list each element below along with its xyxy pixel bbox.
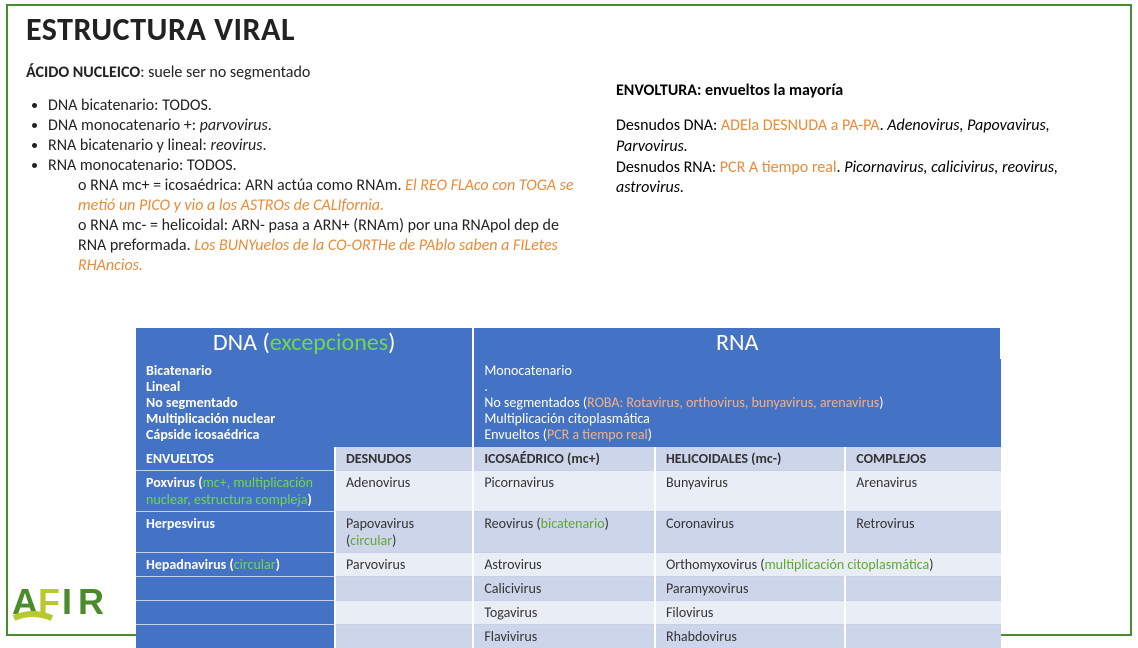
acid-heading: ÁCIDO NUCLEICO: suele ser no segmentado [26, 63, 586, 82]
cell-papovavirus: Papovavirus (circular) [335, 512, 473, 553]
cell-empty [845, 601, 1001, 625]
bullet-dna-bicat: DNA bicatenario: TODOS. [48, 96, 586, 116]
cell-reovirus: Reovirus (bicatenario) [473, 512, 655, 553]
svg-text:R: R [78, 581, 104, 622]
dna-characteristics: Bicatenario Lineal No segmentado Multipl… [136, 359, 473, 447]
cell-empty [335, 625, 473, 648]
cell-bunyavirus: Bunyavirus [655, 471, 845, 512]
cell-filovirus: Filovirus [655, 601, 845, 625]
subheader-row: ENVUELTOS DESNUDOS ICOSAÉDRICO (mc+) HEL… [136, 447, 1001, 471]
cell-flavivirus: Flavivirus [473, 625, 655, 648]
right-column: ENVOLTURA: envueltos la mayoría Desnudos… [616, 63, 1112, 276]
logo-icon: A F I R [12, 572, 132, 628]
col-helicoidales: HELICOIDALES (mc-) [655, 447, 845, 471]
cell-orthomyxovirus: Orthomyxovirus (multiplicación citoplasm… [655, 553, 1001, 577]
cell-picornavirus: Picornavirus [473, 471, 655, 512]
col-icosaedrico: ICOSAÉDRICO (mc+) [473, 447, 655, 471]
slide-content: ESTRUCTURA VIRAL ÁCIDO NUCLEICO: suele s… [26, 10, 1112, 276]
envelope-rna-line: Desnudos RNA: PCR A tiempo real. Picorna… [616, 158, 1112, 200]
cell-empty [136, 601, 335, 625]
cell-herpesvirus: Herpesvirus [136, 512, 335, 553]
cell-calicivirus: Calicivirus [473, 577, 655, 601]
dna-header: DNA (excepciones) [136, 328, 473, 359]
bullet-dna-monocat: DNA monocatenario +: parvovirus. [48, 116, 586, 136]
envelope-heading: ENVOLTURA: envueltos la mayoría [616, 81, 1112, 100]
cell-hepadnavirus: Hepadnavirus (circular) [136, 553, 335, 577]
cell-astrovirus: Astrovirus [473, 553, 655, 577]
left-column: ÁCIDO NUCLEICO: suele ser no segmentado … [26, 63, 586, 276]
acid-heading-bold: ÁCIDO NUCLEICO [26, 63, 140, 82]
col-envueltos: ENVUELTOS [136, 447, 335, 471]
comparison-table: DNA (excepciones) RNA Bicatenario Lineal… [136, 328, 1002, 648]
two-column-layout: ÁCIDO NUCLEICO: suele ser no segmentado … [26, 63, 1112, 276]
sub-rna-mcminus: RNA mc- = helicoidal: ARN- pasa a ARN+ (… [78, 216, 586, 276]
header-row: DNA (excepciones) RNA [136, 328, 1001, 359]
cell-empty [335, 601, 473, 625]
envelope-dna-line: Desnudos DNA: ADEla DESNUDA a PA-PA. Ade… [616, 116, 1112, 158]
rna-header: RNA [473, 328, 1001, 359]
col-complejos: COMPLEJOS [845, 447, 1001, 471]
cell-paramyxovirus: Paramyxovirus [655, 577, 845, 601]
rna-sublist: RNA mc+ = icosaédrica: ARN actúa como RN… [48, 176, 586, 276]
rna-characteristics: Monocatenario . No segmentados (ROBA: Ro… [473, 359, 1001, 447]
table-row: Flavivirus Rhabdovirus [136, 625, 1001, 648]
acid-heading-rest: : suele ser no segmentado [140, 63, 310, 82]
acid-bullet-list: DNA bicatenario: TODOS. DNA monocatenari… [26, 96, 586, 276]
cell-empty [845, 625, 1001, 648]
cell-togavirus: Togavirus [473, 601, 655, 625]
bullet-rna-bicat: RNA bicatenario y lineal: reovirus. [48, 136, 586, 156]
cell-empty [845, 577, 1001, 601]
characteristics-row: Bicatenario Lineal No segmentado Multipl… [136, 359, 1001, 447]
afir-logo: A F I R [12, 572, 132, 628]
table-row: Poxvirus (mc+, multiplicación nuclear, e… [136, 471, 1001, 512]
bullet-rna-monocat: RNA monocatenario: TODOS. RNA mc+ = icos… [48, 156, 586, 276]
cell-coronavirus: Coronavirus [655, 512, 845, 553]
cell-retrovirus: Retrovirus [845, 512, 1001, 553]
svg-text:I: I [62, 581, 72, 622]
table-row: Herpesvirus Papovavirus (circular) Reovi… [136, 512, 1001, 553]
page-title: ESTRUCTURA VIRAL [26, 10, 1112, 49]
cell-empty [136, 625, 335, 648]
cell-empty [136, 577, 335, 601]
cell-parvovirus: Parvovirus [335, 553, 473, 577]
table-row: Togavirus Filovirus [136, 601, 1001, 625]
cell-adenovirus: Adenovirus [335, 471, 473, 512]
sub-rna-mcplus: RNA mc+ = icosaédrica: ARN actúa como RN… [78, 176, 586, 216]
cell-poxvirus: Poxvirus (mc+, multiplicación nuclear, e… [136, 471, 335, 512]
virus-table: DNA (excepciones) RNA Bicatenario Lineal… [136, 328, 1002, 648]
col-desnudos: DESNUDOS [335, 447, 473, 471]
table-row: Hepadnavirus (circular) Parvovirus Astro… [136, 553, 1001, 577]
cell-rhabdovirus: Rhabdovirus [655, 625, 845, 648]
cell-arenavirus: Arenavirus [845, 471, 1001, 512]
table-row: Calicivirus Paramyxovirus [136, 577, 1001, 601]
cell-empty [335, 577, 473, 601]
